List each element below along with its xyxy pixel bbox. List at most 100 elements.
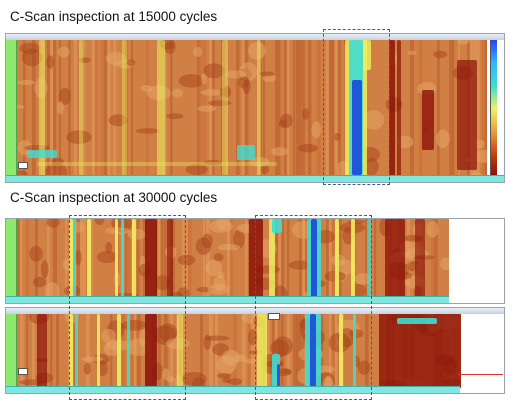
scan-blotch	[297, 144, 319, 153]
scan-blotch	[219, 86, 229, 97]
scan-blotch	[96, 250, 118, 264]
scan-streak	[74, 40, 77, 177]
scan-blotch	[357, 360, 371, 375]
scan-streak	[68, 40, 71, 177]
scan-streak	[164, 314, 168, 388]
scan-blotch	[21, 48, 43, 67]
defect-indication	[352, 80, 362, 175]
scan-streak	[146, 40, 149, 177]
scan-feature	[457, 60, 477, 170]
scan-streak	[248, 314, 251, 388]
scan-blotch	[57, 46, 70, 58]
scan-feature	[75, 314, 78, 388]
scan-feature	[379, 314, 461, 388]
scan-streak	[317, 40, 321, 177]
scan-streak	[17, 219, 20, 298]
scan-streak	[164, 40, 167, 177]
scan-blotch	[224, 70, 247, 79]
highlight-box-defect-15000	[323, 29, 390, 185]
scan-blotch	[17, 79, 36, 85]
scan-blotch	[426, 221, 439, 238]
scan-streak	[281, 219, 285, 298]
scan-feature	[73, 219, 76, 298]
scan-blotch	[407, 50, 417, 55]
scan-streak	[104, 40, 108, 177]
highlight-box-left-30000	[69, 215, 186, 400]
scan-streak	[26, 314, 29, 388]
scan-streak	[161, 219, 164, 298]
scan-feature	[257, 314, 267, 388]
scan-streak	[242, 314, 246, 388]
scan-feature	[39, 40, 45, 177]
scan-streak	[158, 219, 161, 298]
scan-blotch	[103, 341, 121, 356]
scan-streak	[245, 40, 249, 177]
scan-blotch	[66, 130, 92, 144]
scan-streak	[245, 219, 248, 298]
scan-streak	[326, 219, 329, 298]
cscan-heatmap-15000	[17, 40, 487, 177]
scan-streak	[419, 40, 423, 177]
scan-streak	[305, 219, 309, 298]
scan-blotch	[158, 323, 178, 342]
scan-streak	[329, 219, 332, 298]
scan-blotch	[45, 162, 68, 177]
scan-feature	[237, 145, 255, 160]
scan-feature	[37, 162, 277, 166]
scan-blotch	[83, 362, 91, 375]
scan-blotch	[363, 157, 379, 176]
scan-streak	[278, 40, 281, 177]
scan-streak	[449, 40, 453, 177]
scan-blotch	[193, 46, 203, 57]
scan-streak	[410, 40, 414, 177]
scan-blotch	[244, 358, 257, 365]
gate-marker	[268, 313, 280, 320]
scan-feature	[115, 219, 118, 298]
scan-feature	[145, 314, 157, 388]
scan-streak	[266, 314, 270, 388]
scan-blotch	[78, 57, 91, 64]
scan-streak	[365, 314, 369, 388]
scan-streak	[23, 40, 26, 177]
scan-streak	[95, 40, 98, 177]
scan-feature	[122, 40, 127, 177]
scan-streak	[293, 40, 296, 177]
scan-feature	[277, 364, 280, 388]
scan-streak	[302, 40, 305, 177]
scan-streak	[101, 40, 104, 177]
scan-feature	[117, 314, 121, 388]
scan-feature	[121, 219, 124, 298]
scan-feature	[389, 40, 395, 177]
scan-blotch	[105, 241, 113, 254]
scan-streak	[125, 40, 128, 177]
scan-feature	[335, 219, 339, 298]
scan-streak	[332, 314, 335, 388]
scan-streak	[452, 40, 455, 177]
scan-streak	[170, 40, 173, 177]
scan-blotch	[457, 40, 470, 45]
scan-streak	[299, 219, 303, 298]
scan-blotch	[440, 257, 449, 271]
scan-blotch	[94, 219, 105, 226]
scan-streak	[173, 219, 176, 298]
scan-blotch	[176, 287, 190, 298]
scan-blotch	[250, 157, 270, 167]
scan-feature	[257, 40, 261, 177]
scan-streak	[86, 314, 90, 388]
scan-feature	[69, 314, 73, 388]
scan-blotch	[396, 135, 414, 149]
scan-blotch	[200, 73, 207, 85]
scan-blotch	[217, 373, 232, 379]
scan-blotch	[166, 113, 184, 120]
scan-blotch	[433, 50, 448, 59]
x-axis-ruler	[6, 175, 504, 182]
scan-blotch	[208, 100, 232, 106]
scan-streak	[257, 40, 261, 177]
gate-marker	[18, 368, 28, 375]
title-30000-cycles: C-Scan inspection at 30000 cycles	[10, 190, 218, 205]
scan-streak	[476, 40, 480, 177]
scan-streak	[53, 219, 57, 298]
cscan-panel-15000	[5, 33, 505, 183]
scan-streak	[107, 40, 111, 177]
scan-streak	[335, 40, 338, 177]
